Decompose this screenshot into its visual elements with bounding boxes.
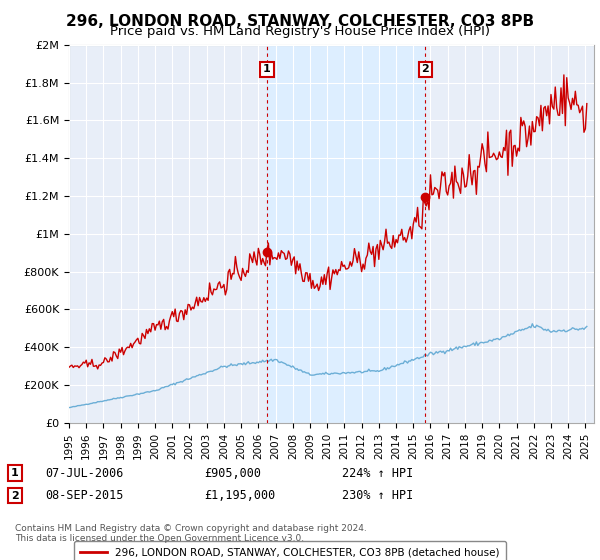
Text: 1: 1 <box>11 468 19 478</box>
Text: £905,000: £905,000 <box>204 466 261 480</box>
Text: 07-JUL-2006: 07-JUL-2006 <box>45 466 124 480</box>
Text: 224% ↑ HPI: 224% ↑ HPI <box>342 466 413 480</box>
Text: 2: 2 <box>421 64 429 74</box>
Text: 1: 1 <box>263 64 271 74</box>
Text: 296, LONDON ROAD, STANWAY, COLCHESTER, CO3 8PB: 296, LONDON ROAD, STANWAY, COLCHESTER, C… <box>66 14 534 29</box>
Text: 230% ↑ HPI: 230% ↑ HPI <box>342 489 413 502</box>
Text: Contains HM Land Registry data © Crown copyright and database right 2024.
This d: Contains HM Land Registry data © Crown c… <box>15 524 367 543</box>
Text: Price paid vs. HM Land Registry's House Price Index (HPI): Price paid vs. HM Land Registry's House … <box>110 25 490 38</box>
Legend: 296, LONDON ROAD, STANWAY, COLCHESTER, CO3 8PB (detached house), HPI: Average pr: 296, LONDON ROAD, STANWAY, COLCHESTER, C… <box>74 542 506 560</box>
Text: 2: 2 <box>11 491 19 501</box>
Text: 08-SEP-2015: 08-SEP-2015 <box>45 489 124 502</box>
Bar <box>267 45 425 423</box>
Text: £1,195,000: £1,195,000 <box>204 489 275 502</box>
